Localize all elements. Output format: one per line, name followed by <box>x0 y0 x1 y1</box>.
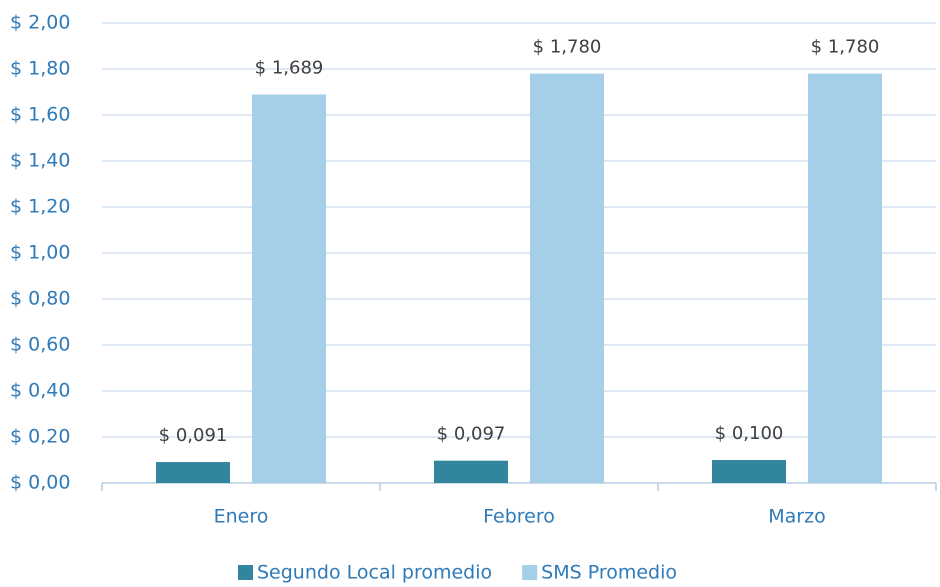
y-tick-label: $ 1,80 <box>10 58 70 80</box>
y-tick-label: $ 1,20 <box>10 196 70 218</box>
bar <box>252 94 326 483</box>
y-tick-label: $ 0,40 <box>10 380 70 402</box>
y-tick-label: $ 0,80 <box>10 288 70 310</box>
value-label: $ 1,780 <box>533 37 602 58</box>
y-tick-label: $ 0,20 <box>10 426 70 448</box>
value-label: $ 0,100 <box>715 423 784 444</box>
y-tick-label: $ 0,00 <box>10 472 70 494</box>
legend-swatch <box>522 565 538 580</box>
y-tick-label: $ 1,00 <box>10 242 70 264</box>
legend-swatch <box>238 565 253 580</box>
legend-label: Segundo Local promedio <box>257 562 492 584</box>
y-tick-label: $ 0,60 <box>10 334 70 356</box>
x-tick-label: Febrero <box>483 506 555 528</box>
legend-label: SMS Promedio <box>541 562 677 584</box>
y-tick-label: $ 2,00 <box>10 12 70 34</box>
value-label: $ 0,097 <box>437 424 506 445</box>
bar <box>156 462 230 483</box>
bar <box>808 73 882 483</box>
y-tick-label: $ 1,60 <box>10 104 70 126</box>
value-label: $ 1,780 <box>811 37 880 58</box>
bar <box>434 460 508 483</box>
bar <box>712 460 786 483</box>
x-tick-label: Enero <box>214 506 269 528</box>
bar <box>530 73 604 483</box>
value-label: $ 1,689 <box>255 58 324 79</box>
x-tick-label: Marzo <box>768 506 825 528</box>
y-tick-label: $ 1,40 <box>10 150 70 172</box>
value-label: $ 0,091 <box>159 425 228 446</box>
